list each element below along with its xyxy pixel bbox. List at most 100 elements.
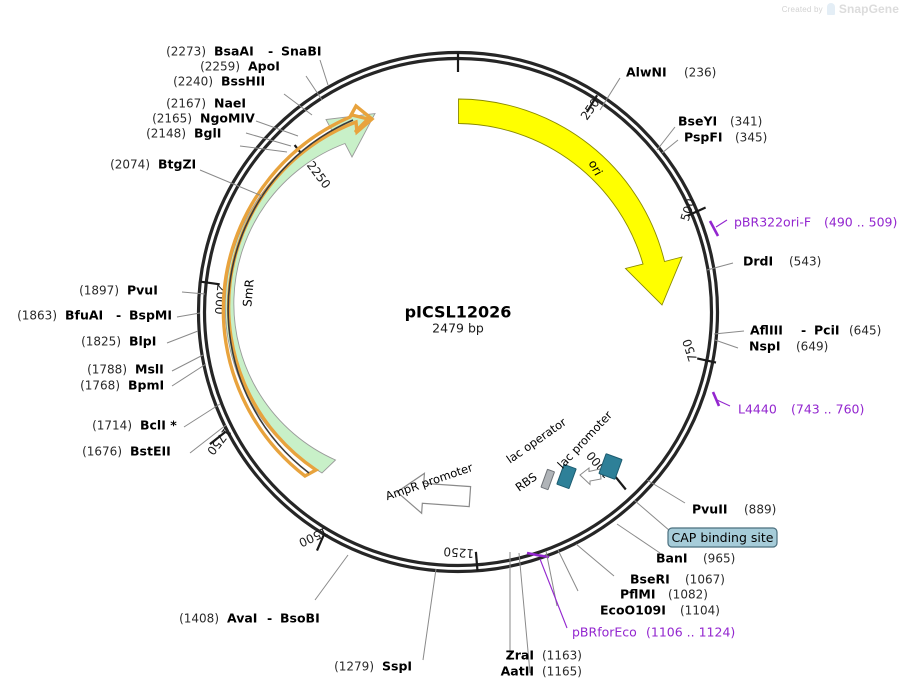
site-label-1163[interactable]: ZraI (1163) xyxy=(506,648,582,663)
site-label-2273[interactable]: (2273) BsaAI - SnaBI xyxy=(166,44,321,59)
site-position-2148: (2148) xyxy=(146,127,186,141)
primer-range-pbr322ori-f: (490 .. 509) xyxy=(824,215,897,230)
site-position-1163: (1163) xyxy=(542,649,582,663)
site-label-1067[interactable]: BseRI (1067) xyxy=(630,572,725,587)
site-name-2165: NgoMIV xyxy=(200,111,255,126)
site-position-2167: (2167) xyxy=(166,97,206,111)
site-position-1897: (1897) xyxy=(79,284,119,298)
site-label-2165[interactable]: (2165) NgoMIV xyxy=(152,111,255,126)
site-position-1676: (1676) xyxy=(82,445,122,459)
site-label-2074[interactable]: (2074) BtgZI xyxy=(110,157,196,172)
site-position-1788: (1788) xyxy=(87,363,127,377)
site-label-341[interactable]: BseYI (341) xyxy=(678,114,762,129)
site-label-1082[interactable]: PflMI (1082) xyxy=(620,587,708,602)
site-name-1408-b: BsoBI xyxy=(280,611,320,626)
site-position-341: (341) xyxy=(730,115,762,129)
site-name-236: AlwNI xyxy=(626,65,667,80)
site-position-645: (645) xyxy=(849,324,881,338)
site-position-965: (965) xyxy=(703,552,735,566)
site-position-2273: (2273) xyxy=(166,45,206,59)
site-label-543[interactable]: DrdI (543) xyxy=(743,254,821,269)
site-position-2165: (2165) xyxy=(152,112,192,126)
site-position-1279: (1279) xyxy=(334,660,374,674)
site-label-236[interactable]: AlwNI (236) xyxy=(626,65,716,80)
site-sep-1408: - xyxy=(267,611,272,626)
tick-label-2250: 2250 xyxy=(304,158,334,191)
site-label-1863[interactable]: (1863) BfuAI - BspMI xyxy=(17,308,172,323)
site-label-1768[interactable]: (1768) BpmI xyxy=(80,378,164,393)
snapgene-logo-icon xyxy=(826,3,835,15)
cap-binding-site-box xyxy=(667,527,778,548)
site-label-2167[interactable]: (2167) NaeI xyxy=(166,96,246,111)
cap-binding-site-label[interactable]: CAP binding site xyxy=(667,527,778,548)
site-labels-right-bottom: PvuII (889) BanI (965) BseRI (1067) PflM… xyxy=(600,502,776,618)
tick-label-1250: 1250 xyxy=(443,544,474,560)
site-name-1279: SspI xyxy=(382,659,412,674)
feature-label-rbs: RBS xyxy=(513,470,540,495)
feature-label-ori: ori xyxy=(586,158,606,178)
site-label-345[interactable]: PspFI (345) xyxy=(684,130,767,145)
site-position-1082: (1082) xyxy=(668,588,708,602)
primer-label-pbrforeco[interactable]: pBRforEco (1106 .. 1124) xyxy=(572,625,735,640)
site-name-2240: BssHII xyxy=(221,74,265,89)
smr-orange-outline xyxy=(221,103,375,479)
site-labels-right-mid: DrdI (543) AflIII - PciI (645) NspI (649… xyxy=(743,254,881,354)
primer-name-pbr322ori-f: pBR322ori-F xyxy=(734,215,811,230)
site-name-1082: PflMI xyxy=(620,587,656,602)
site-labels-bottom-center: ZraI (1163) AatII (1165) xyxy=(501,648,582,679)
site-labels-left-top: (2273) BsaAI - SnaBI (2259) ApoI (2240) … xyxy=(110,44,321,172)
site-name-2259: ApoI xyxy=(248,59,280,74)
site-label-1279[interactable]: (1279) SspI xyxy=(334,659,412,674)
primer-label-l4440[interactable]: L4440 (743 .. 760) xyxy=(738,402,864,417)
cap-binding-site-text: CAP binding site xyxy=(672,530,774,545)
primer-label-pbr322ori-f[interactable]: pBR322ori-F (490 .. 509) xyxy=(734,215,897,230)
site-position-1067: (1067) xyxy=(685,573,725,587)
site-name-1714: BclI * xyxy=(140,418,177,433)
site-name-1825: BlpI xyxy=(129,334,156,349)
site-label-1104[interactable]: EcoO109I (1104) xyxy=(600,603,720,618)
site-label-645[interactable]: AflIII - PciI (645) xyxy=(750,323,881,338)
site-label-1897[interactable]: (1897) PvuI xyxy=(79,283,158,298)
feature-smr[interactable]: SmR xyxy=(224,112,376,474)
site-label-1714[interactable]: (1714) BclI * xyxy=(92,418,177,433)
site-name-2273-a: BsaAI xyxy=(214,44,254,59)
plasmid-size: 2479 bp xyxy=(432,321,484,336)
watermark-brand: SnapGene xyxy=(838,2,899,16)
site-label-1825[interactable]: (1825) BlpI xyxy=(81,334,156,349)
site-name-645-b: PciI xyxy=(814,323,840,338)
snapgene-watermark: Created by SnapGene xyxy=(782,2,899,16)
site-label-2148[interactable]: (2148) BglI xyxy=(146,126,221,141)
site-name-1863-a: BfuAI xyxy=(65,308,103,323)
site-name-889: PvuII xyxy=(692,502,728,517)
site-label-2240[interactable]: (2240) BssHII xyxy=(173,74,265,89)
primer-marker-l4440 xyxy=(711,391,721,407)
feature-ori[interactable]: ori xyxy=(458,98,683,306)
primer-name-l4440: L4440 xyxy=(738,402,777,417)
site-labels-bottom-left: (1408) AvaI - BsoBI (1279) SspI xyxy=(179,611,412,674)
site-label-1408[interactable]: (1408) AvaI - BsoBI xyxy=(179,611,320,626)
site-label-1788[interactable]: (1788) MslI xyxy=(87,362,164,377)
site-label-1165[interactable]: AatII (1165) xyxy=(501,664,582,679)
tick-label-500: 500 xyxy=(678,197,698,223)
leader-lines xyxy=(166,59,745,674)
site-position-345: (345) xyxy=(735,131,767,145)
smr-dark-inner-line xyxy=(227,119,354,474)
site-name-1863-b: BspMI xyxy=(129,308,172,323)
site-position-889: (889) xyxy=(744,503,776,517)
watermark-created-by: Created by xyxy=(781,4,823,14)
smr-arrow-shape xyxy=(224,112,376,474)
primer-marker-pbrforeco xyxy=(526,551,550,559)
site-position-1104: (1104) xyxy=(680,604,720,618)
site-label-649[interactable]: NspI (649) xyxy=(749,339,828,354)
feature-ampr-promoter[interactable]: AmpR promoter xyxy=(384,460,475,516)
site-label-2259[interactable]: (2259) ApoI xyxy=(200,59,280,74)
site-position-649: (649) xyxy=(796,340,828,354)
rbs-box-shape xyxy=(540,468,555,491)
site-label-889[interactable]: PvuII (889) xyxy=(692,502,776,517)
site-name-1067: BseRI xyxy=(630,572,670,587)
site-label-1676[interactable]: (1676) BstEII xyxy=(82,444,171,459)
site-label-965[interactable]: BanI (965) xyxy=(656,551,735,566)
feature-lac-cluster[interactable]: lac operator RBS lac promoter xyxy=(504,408,623,495)
lac-operator-box-shape xyxy=(556,464,577,489)
site-position-1825: (1825) xyxy=(81,335,121,349)
